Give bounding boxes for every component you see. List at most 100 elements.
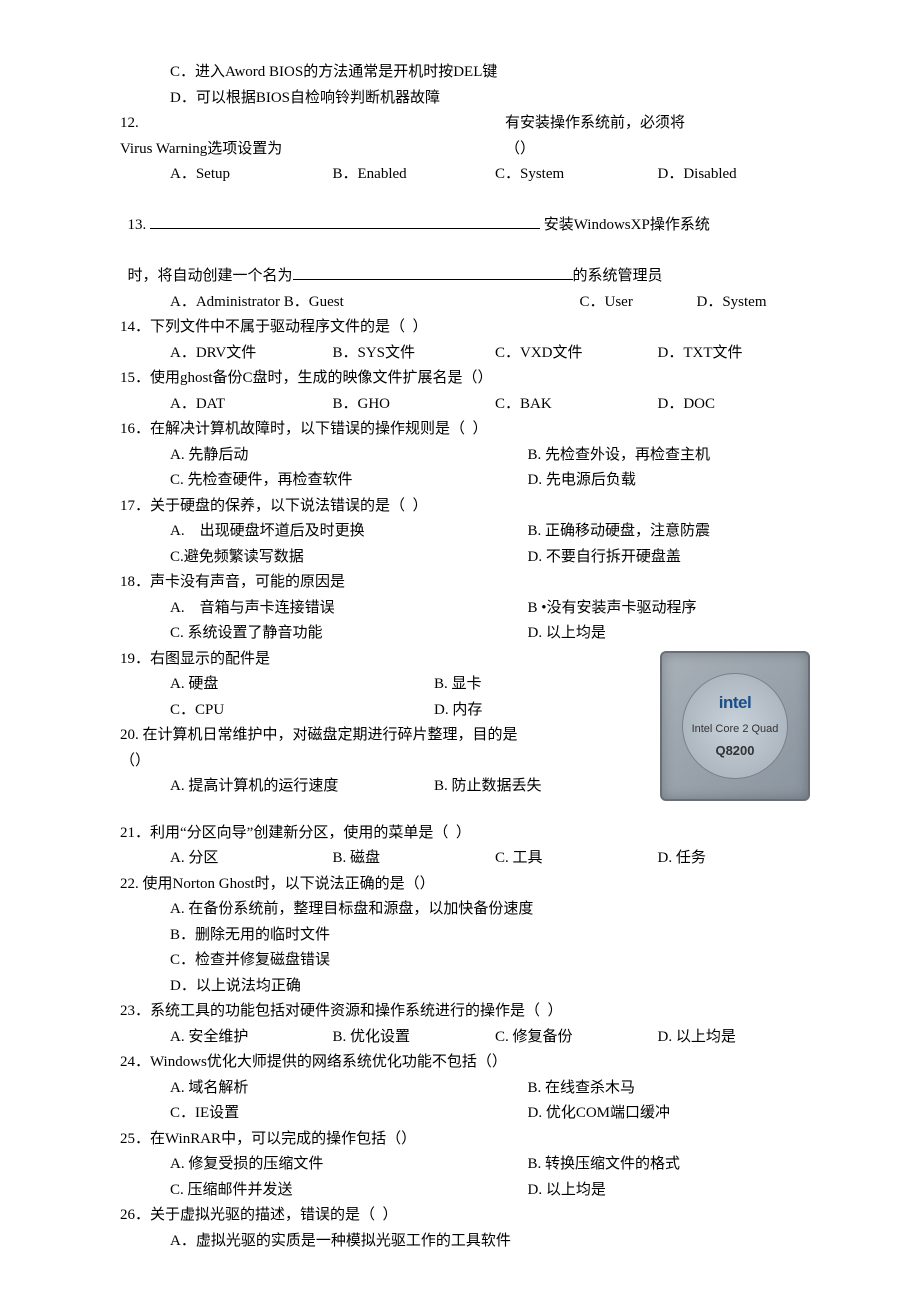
q22-optD: D．以上说法均正确 — [120, 974, 820, 1000]
q13-blank2 — [293, 279, 573, 280]
q23-optD: D. 以上均是 — [658, 1025, 821, 1051]
q12-optA: A．Setup — [170, 162, 333, 188]
q15-options: A．DAT B．GHO C．BAK D．DOC — [120, 392, 820, 418]
q16-optC: C. 先检查硬件，再检查软件 — [170, 468, 528, 494]
q11-optC: C．进入Aword BIOS的方法通常是开机时按DEL键 — [120, 60, 820, 86]
q12-optB: B．Enabled — [333, 162, 496, 188]
q17-stem: 17．关于硬盘的保养，以下说法错误的是（ ） — [120, 494, 820, 520]
q12-optD: D．Disabled — [658, 162, 821, 188]
q20-options: A. 提高计算机的运行速度 B. 防止数据丢失 — [120, 774, 650, 800]
q23-optA: A. 安全维护 — [170, 1025, 333, 1051]
q15-optC: C．BAK — [495, 392, 658, 418]
q17-optD: D. 不要自行拆开硬盘盖 — [528, 545, 681, 571]
q13-line2b: 的系统管理员 — [573, 268, 663, 284]
q19-optA: A. 硬盘 — [170, 672, 434, 698]
q17-optA: A. 出现硬盘坏道后及时更换 — [170, 519, 528, 545]
q19-row1: A. 硬盘 B. 显卡 — [120, 672, 650, 698]
q13-options: A．Administrator B．Guest C．User D．System — [120, 290, 820, 316]
q12-line2-right: （） — [505, 137, 535, 163]
q12-stem-row1: 12. 有安装操作系统前，必须将 — [120, 111, 820, 137]
cpu-logo: intel — [719, 689, 751, 718]
q16-optD: D. 先电源后负载 — [528, 468, 636, 494]
q17-optC: C.避免频繁读写数据 — [170, 545, 528, 571]
q23-stem: 23．系统工具的功能包括对硬件资源和操作系统进行的操作是（ ） — [120, 999, 820, 1025]
q13-optA: A．Administrator B．Guest — [170, 290, 385, 316]
q25-optA: A. 修复受损的压缩文件 — [170, 1152, 528, 1178]
q20-optA: A. 提高计算机的运行速度 — [170, 774, 434, 800]
q25-optD: D. 以上均是 — [528, 1178, 606, 1204]
q18-optA: A. 音箱与声卡连接错误 — [170, 596, 528, 622]
q12-line2-left: Virus Warning选项设置为 — [120, 137, 505, 163]
q21-optA: A. 分区 — [170, 846, 333, 872]
q16-row1: A. 先静后动 B. 先检查外设，再检查主机 — [120, 443, 820, 469]
q20-optB: B. 防止数据丢失 — [434, 774, 542, 800]
q13-optD: D．System — [697, 290, 821, 316]
q25-row1: A. 修复受损的压缩文件 B. 转换压缩文件的格式 — [120, 1152, 820, 1178]
q21-optB: B. 磁盘 — [333, 846, 496, 872]
q22-optA: A. 在备份系统前，整理目标盘和源盘，以加快备份速度 — [120, 897, 820, 923]
q24-optC: C．IE设置 — [170, 1101, 528, 1127]
q16-optB: B. 先检查外设，再检查主机 — [528, 443, 711, 469]
q16-stem: 16．在解决计算机故障时，以下错误的操作规则是（ ） — [120, 417, 820, 443]
q22-optB: B．删除无用的临时文件 — [120, 923, 820, 949]
q25-optB: B. 转换压缩文件的格式 — [528, 1152, 681, 1178]
q17-row1: A. 出现硬盘坏道后及时更换 B. 正确移动硬盘，注意防震 — [120, 519, 820, 545]
q25-optC: C. 压缩邮件并发送 — [170, 1178, 528, 1204]
q12-options: A．Setup B．Enabled C．System D．Disabled — [120, 162, 820, 188]
q21-optD: D. 任务 — [658, 846, 821, 872]
q23-options: A. 安全维护 B. 优化设置 C. 修复备份 D. 以上均是 — [120, 1025, 820, 1051]
q15-stem: 15．使用ghost备份C盘时，生成的映像文件扩展名是（） — [120, 366, 820, 392]
q12-num: 12. — [120, 111, 505, 137]
q16-row2: C. 先检查硬件，再检查软件 D. 先电源后负载 — [120, 468, 820, 494]
q17-optB: B. 正确移动硬盘，注意防震 — [528, 519, 711, 545]
q15-optD: D．DOC — [658, 392, 821, 418]
q14-options: A．DRV文件 B．SYS文件 C．VXD文件 D．TXT文件 — [120, 341, 820, 367]
q14-stem: 14．下列文件中不属于驱动程序文件的是（ ） — [120, 315, 820, 341]
q21-optC: C. 工具 — [495, 846, 658, 872]
cpu-image: intel Intel Core 2 Quad Q8200 — [660, 651, 820, 801]
q18-optB: B •没有安装声卡驱动程序 — [528, 596, 697, 622]
q15-optB: B．GHO — [333, 392, 496, 418]
q24-row1: A. 域名解析 B. 在线查杀木马 — [120, 1076, 820, 1102]
q21-options: A. 分区 B. 磁盘 C. 工具 D. 任务 — [120, 846, 820, 872]
q13-num: 13. — [128, 217, 151, 233]
q25-row2: C. 压缩邮件并发送 D. 以上均是 — [120, 1178, 820, 1204]
q18-optD: D. 以上均是 — [528, 621, 606, 647]
q26-optA: A．虚拟光驱的实质是一种模拟光驱工作的工具软件 — [120, 1229, 820, 1255]
q18-row1: A. 音箱与声卡连接错误 B •没有安装声卡驱动程序 — [120, 596, 820, 622]
q24-optB: B. 在线查杀木马 — [528, 1076, 636, 1102]
q23-optB: B. 优化设置 — [333, 1025, 496, 1051]
q11-optD: D．可以根据BIOS自检响铃判断机器故障 — [120, 86, 820, 112]
q18-stem: 18．声卡没有声音，可能的原因是 — [120, 570, 820, 596]
q13-stem-row1: 13. 安装WindowsXP操作系统 — [120, 188, 820, 239]
q15-optA: A．DAT — [170, 392, 333, 418]
q24-stem: 24．Windows优化大师提供的网络系统优化功能不包括（） — [120, 1050, 820, 1076]
q26-stem: 26．关于虚拟光驱的描述，错误的是（ ） — [120, 1203, 820, 1229]
cpu-label: Intel Core 2 Quad — [692, 720, 779, 739]
q12-stem-right: 有安装操作系统前，必须将 — [505, 111, 685, 137]
q16-optA: A. 先静后动 — [170, 443, 528, 469]
q18-row2: C. 系统设置了静音功能 D. 以上均是 — [120, 621, 820, 647]
q24-optD: D. 优化COM端口缓冲 — [528, 1101, 671, 1127]
q12-stem-row2: Virus Warning选项设置为 （） — [120, 137, 820, 163]
q19-optD: D. 内存 — [434, 698, 482, 724]
q14-optC: C．VXD文件 — [495, 341, 658, 367]
q13-stem-row2: 时，将自动创建一个名为 的系统管理员 — [120, 239, 820, 290]
q13-blank1 — [150, 228, 540, 229]
q13-line2a: 时，将自动创建一个名为 — [128, 268, 293, 284]
cpu-model: Q8200 — [715, 740, 754, 762]
q14-optB: B．SYS文件 — [333, 341, 496, 367]
q13-optC: C．User — [580, 290, 697, 316]
q25-stem: 25．在WinRAR中，可以完成的操作包括（） — [120, 1127, 820, 1153]
q19-row2: C．CPU D. 内存 — [120, 698, 650, 724]
q21-stem: 21．利用“分区向导”创建新分区，使用的菜单是（ ） — [120, 821, 820, 847]
q19-optC: C．CPU — [170, 698, 434, 724]
q23-optC: C. 修复备份 — [495, 1025, 658, 1051]
q22-optC: C．检查并修复磁盘错误 — [120, 948, 820, 974]
q18-optC: C. 系统设置了静音功能 — [170, 621, 528, 647]
q24-optA: A. 域名解析 — [170, 1076, 528, 1102]
q12-optC: C．System — [495, 162, 658, 188]
q24-row2: C．IE设置 D. 优化COM端口缓冲 — [120, 1101, 820, 1127]
q14-optD: D．TXT文件 — [658, 341, 821, 367]
q14-optA: A．DRV文件 — [170, 341, 333, 367]
